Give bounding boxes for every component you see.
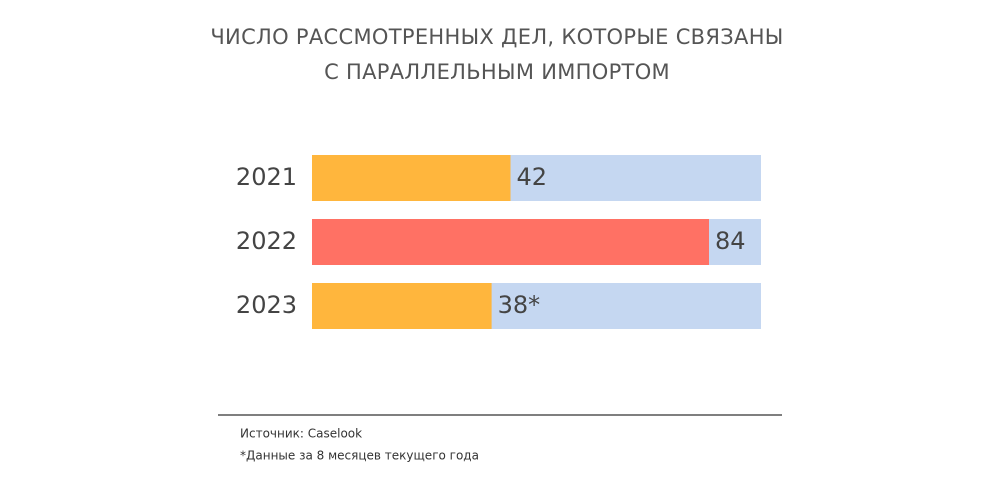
y-tick-label: 2023 <box>236 291 297 319</box>
value-label: 38* <box>498 291 541 319</box>
chart-title: ЧИСЛО РАССМОТРЕННЫХ ДЕЛ, КОТОРЫЕ СВЯЗАНЫ <box>210 25 783 49</box>
y-tick-label: 2022 <box>236 227 297 255</box>
value-label: 42 <box>517 163 548 191</box>
footnote: *Данные за 8 месяцев текущего года <box>240 449 479 463</box>
source: Источник: Caselook <box>240 427 362 441</box>
bar <box>312 283 492 329</box>
bar <box>312 219 710 265</box>
y-tick-label: 2021 <box>236 163 297 191</box>
bar <box>312 155 511 201</box>
chart-title: С ПАРАЛЛЕЛЬНЫМ ИМПОРТОМ <box>324 60 670 84</box>
value-label: 84 <box>715 227 746 255</box>
